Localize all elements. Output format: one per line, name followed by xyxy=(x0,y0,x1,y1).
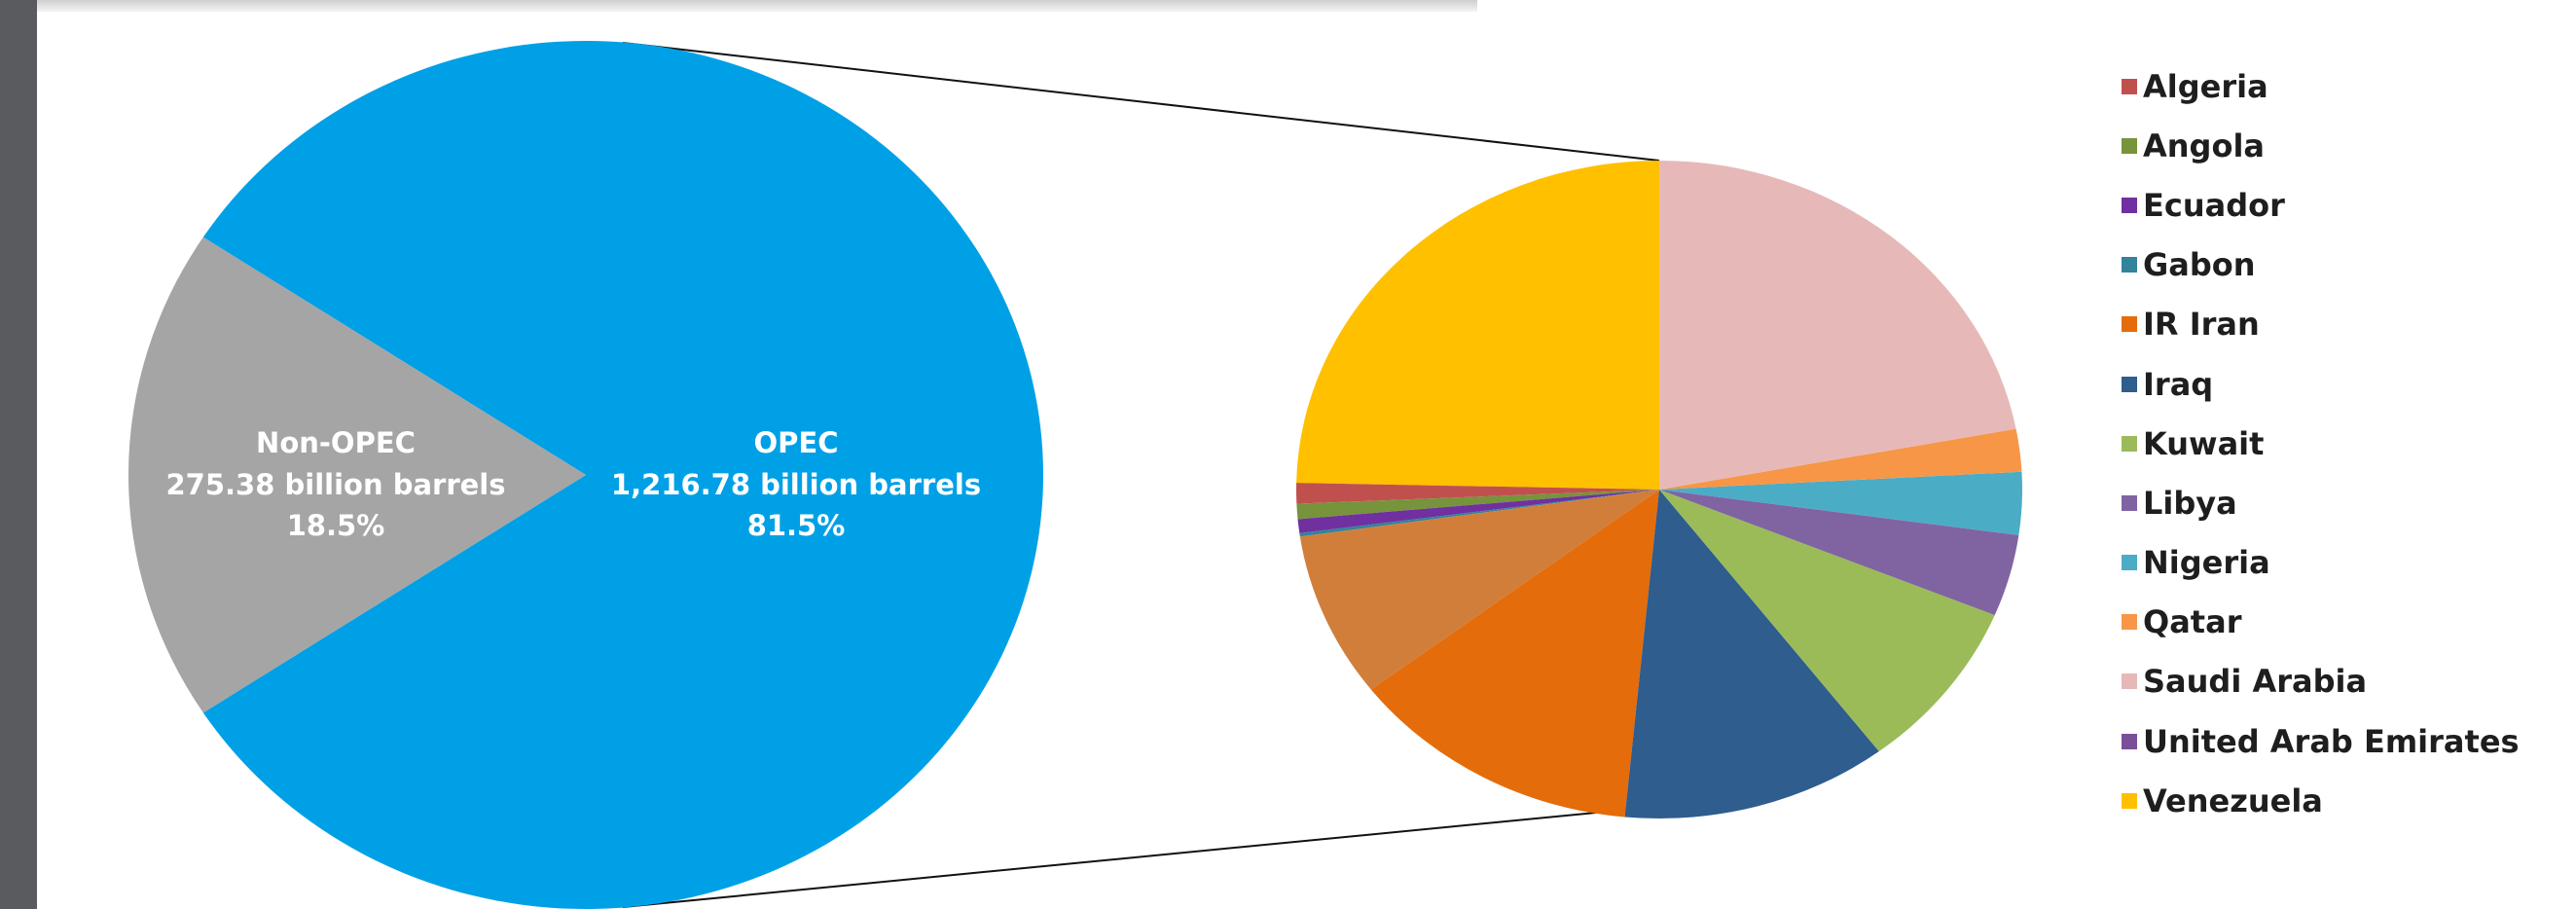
legend-swatch xyxy=(2122,673,2137,690)
legend-item-ecuador: Ecuador xyxy=(2122,175,2520,235)
pie-slice-algeria xyxy=(1296,483,1659,504)
legend-item-gabon: Gabon xyxy=(2122,236,2520,295)
pie-slice-libya xyxy=(1659,490,2019,616)
pie-slice-kuwait xyxy=(1659,490,1995,752)
pie-slice-angola xyxy=(1296,490,1659,520)
main-pie xyxy=(127,40,1044,909)
legend-item-qatar: Qatar xyxy=(2122,593,2520,652)
non-opec-percent-label: 18.5% xyxy=(287,509,385,542)
legend-swatch xyxy=(2122,197,2137,213)
pie-slice-nigeria xyxy=(1659,471,2022,535)
pie-slice-iraq xyxy=(1624,490,1879,818)
legend: Algeria Angola Ecuador Gabon IR Iran Iraq Kuwa… xyxy=(2122,56,2520,830)
legend-label: Qatar xyxy=(2143,603,2242,641)
legend-item-united-arab-emirates: United Arab Emirates xyxy=(2122,711,2520,771)
legend-label: IR Iran xyxy=(2143,306,2260,344)
legend-label: Venezuela xyxy=(2143,782,2323,819)
legend-label: Kuwait xyxy=(2143,424,2265,462)
legend-swatch xyxy=(2122,792,2137,809)
pie-slice-ir-iran xyxy=(1370,490,1659,818)
legend-item-iraq: Iraq xyxy=(2122,354,2520,414)
connector-lines xyxy=(622,42,1660,908)
legend-swatch xyxy=(2122,316,2137,333)
pie-slice-ecuador xyxy=(1297,490,1659,533)
pie-slice-venezuela xyxy=(1296,161,1659,490)
legend-label: Angola xyxy=(2143,127,2265,164)
legend-item-kuwait: Kuwait xyxy=(2122,414,2520,473)
legend-label: Nigeria xyxy=(2143,544,2270,582)
connector-line-bottom xyxy=(622,812,1597,908)
pie-slice-united-arab-emirates xyxy=(1299,490,1659,690)
legend-swatch xyxy=(2122,733,2137,749)
legend-item-angola: Angola xyxy=(2122,116,2520,175)
legend-swatch xyxy=(2122,435,2137,452)
legend-item-algeria: Algeria xyxy=(2122,56,2520,116)
legend-label: Algeria xyxy=(2143,67,2268,105)
pie-slice-opec xyxy=(202,40,1044,909)
left-edge-bar xyxy=(0,0,37,909)
legend-label: Iraq xyxy=(2143,365,2214,403)
legend-swatch xyxy=(2122,137,2137,154)
legend-label: Gabon xyxy=(2143,246,2256,284)
non-opec-value-label: 275.38 billion barrels xyxy=(166,468,506,501)
legend-label: Saudi Arabia xyxy=(2143,663,2368,701)
legend-swatch xyxy=(2122,614,2137,631)
legend-item-nigeria: Nigeria xyxy=(2122,533,2520,593)
pie-slice-non-opec xyxy=(127,236,587,713)
detail-pie xyxy=(1296,161,2022,818)
opec-value-label: 1,216.78 billion barrels xyxy=(611,468,981,501)
legend-label: Libya xyxy=(2143,484,2237,522)
pie-slice-saudi-arabia xyxy=(1659,161,2016,490)
legend-swatch xyxy=(2122,494,2137,511)
legend-item-ir-iran: IR Iran xyxy=(2122,295,2520,354)
opec-name-label: OPEC xyxy=(754,426,839,459)
legend-item-libya: Libya xyxy=(2122,473,2520,532)
pie-slice-gabon xyxy=(1299,490,1659,537)
connector-line-top xyxy=(622,42,1660,162)
legend-swatch xyxy=(2122,78,2137,94)
top-cropped-strip xyxy=(37,0,1477,12)
legend-label: Ecuador xyxy=(2143,186,2285,224)
non-opec-name-label: Non-OPEC xyxy=(256,426,416,459)
legend-swatch xyxy=(2122,555,2137,571)
legend-label: United Arab Emirates xyxy=(2143,722,2520,760)
pie-slice-qatar xyxy=(1659,428,2022,490)
legend-item-venezuela: Venezuela xyxy=(2122,771,2520,830)
opec-percent-label: 81.5% xyxy=(747,509,846,542)
legend-item-saudi-arabia: Saudi Arabia xyxy=(2122,652,2520,711)
legend-swatch xyxy=(2122,257,2137,273)
legend-swatch xyxy=(2122,376,2137,392)
